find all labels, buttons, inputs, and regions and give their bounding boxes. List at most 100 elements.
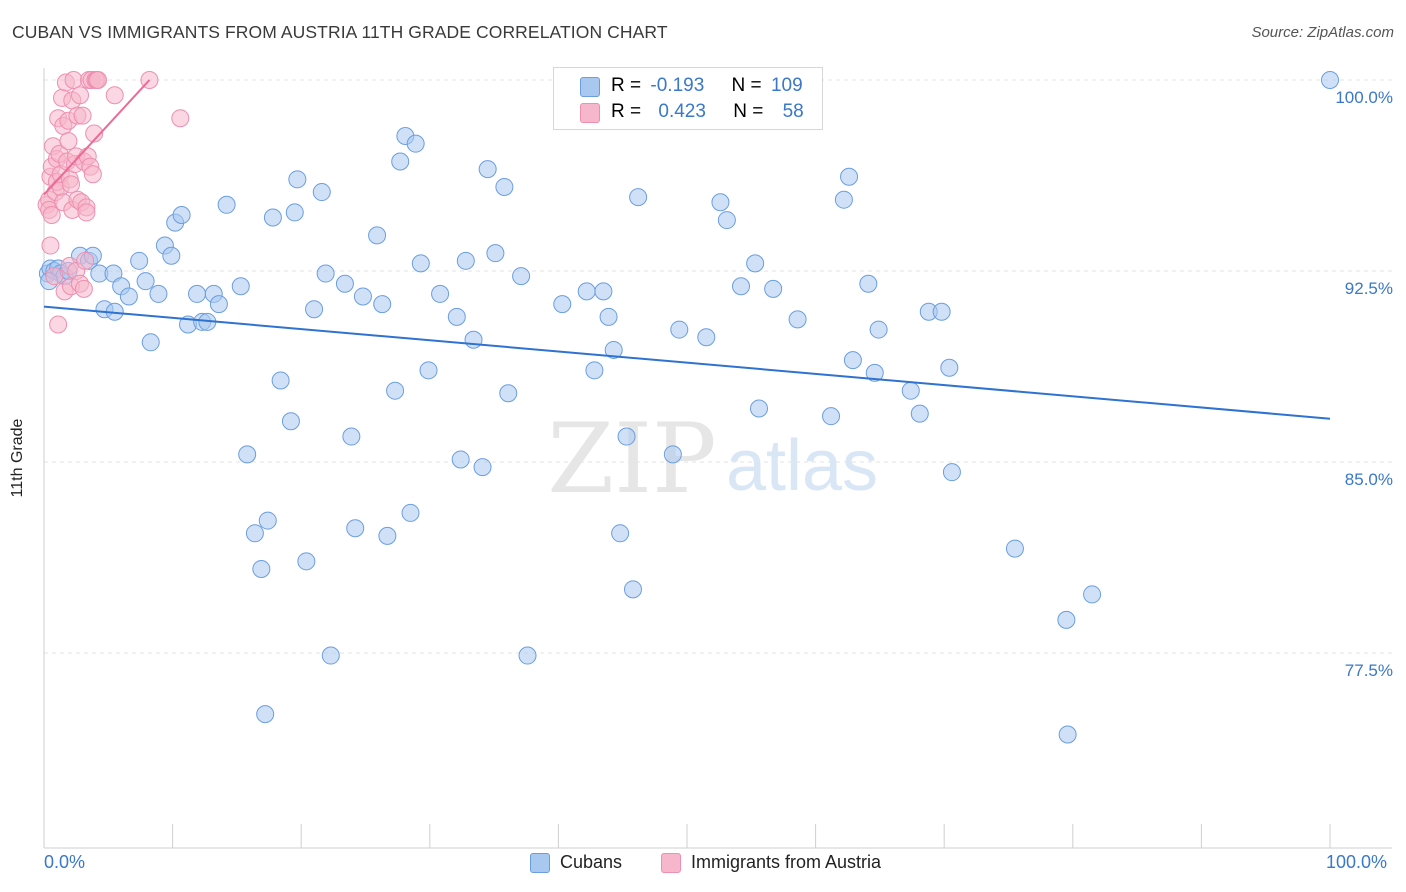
austria-point — [85, 124, 104, 143]
cubans-point — [188, 284, 207, 303]
cubans-point — [456, 251, 475, 270]
cubans-point — [611, 524, 630, 543]
cubans-point — [1005, 539, 1024, 558]
cubans-point — [172, 205, 191, 224]
austria-point — [171, 109, 190, 128]
legend-item-austria: Immigrants from Austria — [661, 852, 881, 873]
cubans-point — [258, 511, 277, 530]
cubans-point — [711, 193, 730, 212]
cubans-point — [419, 361, 438, 380]
cubans-point — [312, 183, 331, 202]
cubans-point — [617, 427, 636, 446]
austria-point — [49, 315, 68, 334]
legend-n-label: N = — [733, 101, 764, 122]
stats-legend: R = -0.193 N = 109 R = 0.423 N = 58 — [553, 67, 823, 130]
gridlines — [44, 79, 1392, 654]
legend-swatch-austria — [661, 852, 681, 873]
austria-point — [64, 71, 83, 89]
cubans-point — [834, 190, 853, 209]
cubans-point — [281, 412, 300, 431]
legend-label-austria: Immigrants from Austria — [691, 852, 882, 872]
legend-n-value: 58 — [782, 101, 804, 122]
austria-point — [76, 251, 95, 270]
cubans-point — [594, 282, 613, 301]
cubans-point — [599, 307, 618, 326]
cubans-point — [869, 320, 888, 339]
cubans-point — [732, 277, 751, 296]
cubans-point — [788, 310, 807, 329]
cubans-point — [162, 246, 181, 265]
cubans-point — [431, 284, 450, 303]
cubans-point — [305, 300, 324, 319]
cubans-point — [209, 295, 228, 314]
cubans-point — [1057, 610, 1076, 629]
legend-swatch-cubans — [580, 77, 600, 97]
cubans-point — [285, 203, 304, 222]
y-tick-label: 92.5% — [1345, 279, 1393, 298]
cubans-point — [1083, 585, 1102, 604]
legend-row-austria: R = 0.423 N = 58 — [611, 101, 804, 123]
cubans-point — [342, 427, 361, 446]
cubans-point — [136, 272, 155, 291]
austria-point — [71, 86, 90, 105]
cubans-point — [464, 330, 483, 349]
legend-label-cubans: Cubans — [560, 852, 623, 872]
cubans-point — [486, 244, 505, 263]
cubans-point — [271, 371, 290, 390]
cubans-point — [411, 254, 430, 273]
cubans-point — [840, 167, 859, 186]
chart-title: CUBAN VS IMMIGRANTS FROM AUSTRIA 11TH GR… — [12, 22, 668, 42]
cubans-point — [670, 320, 689, 339]
austria-point — [105, 86, 124, 105]
cubans-point — [750, 399, 769, 418]
cubans-point — [373, 295, 392, 314]
cubans-point — [401, 503, 420, 522]
austria-point — [74, 279, 93, 298]
trend-lines — [43, 79, 1331, 420]
cubans-point — [368, 226, 387, 245]
x-tick-label-min: 0.0% — [44, 852, 86, 872]
cubans-points — [38, 71, 1339, 744]
y-tick-label: 77.5% — [1345, 661, 1393, 680]
cubans-point — [843, 351, 862, 370]
legend-r-value: -0.193 — [650, 75, 705, 96]
austria-trend-line — [43, 79, 151, 196]
cubans-point — [447, 307, 466, 326]
austria-point — [89, 71, 108, 89]
cubans-point — [865, 363, 884, 382]
cubans-point — [406, 134, 425, 153]
legend-item-cubans: Cubans — [530, 852, 622, 873]
cubans-point — [859, 274, 878, 293]
cubans-point — [518, 646, 537, 665]
cubans-point — [577, 282, 596, 301]
series-legend: Cubans Immigrants from Austria — [0, 852, 1406, 878]
legend-r-label: R = — [611, 75, 642, 96]
cubans-point — [1058, 725, 1077, 744]
cubans-point — [130, 251, 149, 270]
legend-swatch-austria — [580, 103, 600, 123]
austria-point — [83, 165, 102, 184]
cubans-point — [316, 264, 335, 283]
legend-swatch-cubans — [530, 852, 550, 873]
axes — [43, 68, 1392, 849]
y-tick-label: 100.0% — [1335, 88, 1393, 107]
cubans-point — [940, 358, 959, 377]
austria-point — [41, 236, 60, 255]
cubans-point — [263, 208, 282, 227]
cubans-trend-line — [43, 305, 1331, 420]
legend-r-value: 0.423 — [658, 101, 706, 122]
cubans-point — [553, 295, 572, 314]
cubans-point — [335, 274, 354, 293]
cubans-point — [231, 277, 250, 296]
legend-n-label: N = — [731, 75, 762, 96]
cubans-point — [942, 463, 961, 482]
cubans-point — [297, 552, 316, 571]
cubans-point — [499, 384, 518, 403]
cubans-point — [252, 559, 271, 578]
austria-point — [73, 106, 92, 125]
cubans-point — [746, 254, 765, 273]
cubans-point — [288, 170, 307, 189]
cubans-point — [321, 646, 340, 665]
austria-point — [59, 132, 78, 151]
